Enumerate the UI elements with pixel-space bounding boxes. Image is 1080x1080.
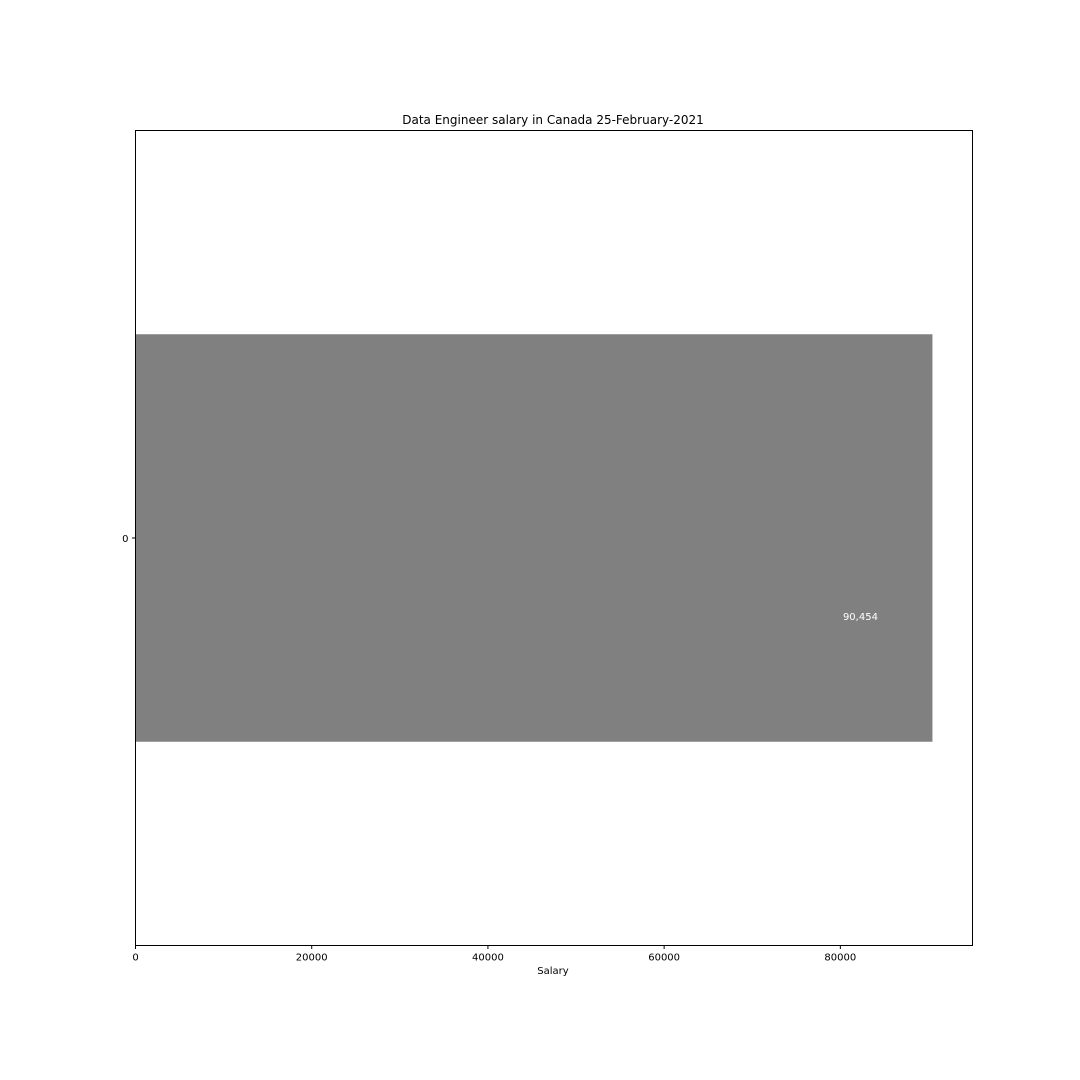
x-tick-label-4: 80000 xyxy=(824,953,856,964)
chart-title: Data Engineer salary in Canada 25-Februa… xyxy=(402,113,704,127)
x-tick-label-2: 40000 xyxy=(472,953,504,964)
bar-0 xyxy=(135,334,933,742)
x-axis: 0 20000 40000 60000 80000 xyxy=(132,945,856,964)
x-tick-label-1: 20000 xyxy=(296,953,328,964)
x-tick-label-0: 0 xyxy=(132,953,138,964)
data-labels-layer: 90,454 xyxy=(843,612,878,623)
y-tick-label-0: 0 xyxy=(122,534,128,545)
x-axis-label: Salary xyxy=(537,966,568,977)
bar-value-label-0: 90,454 xyxy=(843,612,878,623)
y-axis: 0 xyxy=(122,534,136,545)
x-tick-label-3: 60000 xyxy=(648,953,680,964)
bars-layer xyxy=(135,334,933,742)
